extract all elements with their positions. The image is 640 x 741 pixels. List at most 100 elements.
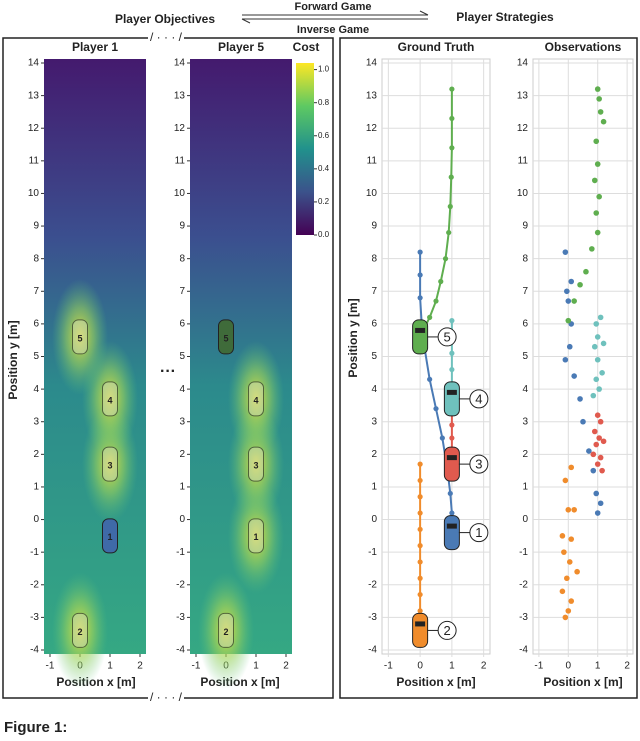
observation <box>559 533 566 539</box>
trajectory-point <box>417 272 423 278</box>
observation <box>596 193 602 200</box>
observation <box>599 467 605 474</box>
y-tick-label: 1 <box>371 482 377 493</box>
y-tick-label: 5 <box>371 351 377 362</box>
y-tick-label: 6 <box>179 319 185 330</box>
observation <box>566 559 573 565</box>
observation <box>562 249 569 255</box>
observation <box>597 454 604 461</box>
observation <box>594 510 601 516</box>
observation <box>577 396 583 402</box>
vehicle-body <box>443 515 460 551</box>
y-tick-label: 2 <box>179 449 185 460</box>
observation <box>594 334 601 340</box>
y-tick-label: 11 <box>175 155 186 166</box>
y-tick-label: 7 <box>522 286 528 297</box>
y-tick-label: 9 <box>33 221 39 232</box>
observation <box>565 506 572 513</box>
observation <box>568 598 575 604</box>
observation <box>593 490 600 497</box>
observation <box>565 298 572 304</box>
y-tick-label: -4 <box>519 645 528 656</box>
observation <box>565 317 572 324</box>
observation <box>574 568 580 575</box>
trajectory-point <box>417 559 423 565</box>
trajectory-point <box>417 575 423 581</box>
vehicle-body <box>248 381 264 417</box>
observation <box>568 278 575 285</box>
y-tick-label: 4 <box>522 384 528 395</box>
panel-title: Ground Truth <box>398 40 475 54</box>
callout <box>469 454 489 474</box>
observation <box>571 373 577 379</box>
trajectory-point <box>417 608 423 614</box>
trajectory-point <box>427 314 433 320</box>
x-tick-label: -1 <box>384 661 393 672</box>
vehicle: 5 <box>218 319 234 355</box>
vehicle-body <box>102 518 118 554</box>
observation <box>596 386 602 392</box>
vehicle: 4 <box>102 381 118 417</box>
colorbar-title: Cost <box>293 40 320 54</box>
y-tick-label: 6 <box>522 319 528 330</box>
y-tick-label: -3 <box>30 612 39 623</box>
windshield <box>415 327 426 333</box>
trajectory-point <box>446 229 452 236</box>
trajectory-point <box>438 278 444 285</box>
y-tick-label: 13 <box>28 90 40 101</box>
vehicle: 3 <box>248 446 264 482</box>
y-tick-label: 12 <box>28 123 40 134</box>
vehicle: 4 <box>443 381 489 417</box>
observation <box>564 288 570 295</box>
y-tick-label: -3 <box>368 612 377 623</box>
break-mark: / · · · / <box>150 30 183 44</box>
y-tick-label: 1 <box>179 482 185 493</box>
observation <box>590 467 597 474</box>
y-tick-label: 0 <box>179 514 185 525</box>
observation <box>577 281 583 288</box>
y-tick-label: 0 <box>522 514 528 525</box>
vehicle-body <box>248 446 264 482</box>
y-tick-label: -2 <box>368 579 377 590</box>
x-tick-label: 0 <box>566 661 572 672</box>
observation <box>594 161 601 167</box>
callout-label: 2 <box>444 623 451 638</box>
y-tick-label: 4 <box>371 384 377 395</box>
observation <box>593 441 600 448</box>
observation <box>562 356 569 363</box>
y-tick-label: -4 <box>368 645 377 656</box>
vehicle-label: 1 <box>253 532 258 542</box>
forward-label: Forward Game <box>294 1 371 13</box>
observation <box>594 461 601 467</box>
trajectory-point <box>417 591 423 598</box>
x-tick-label: 2 <box>481 661 487 672</box>
vehicle-body <box>72 319 88 355</box>
y-tick-label: -3 <box>519 612 528 623</box>
inverse-label: Inverse Game <box>297 24 369 36</box>
colorbar-tick-label: 0.6 <box>318 131 330 140</box>
arrows <box>241 10 429 24</box>
y-tick-label: 14 <box>366 58 378 69</box>
observation <box>564 575 570 582</box>
trajectory-point <box>433 406 439 412</box>
x-tick-label: 1 <box>595 661 601 672</box>
x-tick-label: -1 <box>534 661 543 672</box>
observation <box>594 356 601 363</box>
observation <box>580 418 586 425</box>
y-tick-label: 5 <box>522 351 528 362</box>
vehicle-body <box>102 446 118 482</box>
y-tick-label: 5 <box>33 351 39 362</box>
callout <box>437 620 457 640</box>
y-tick-label: 13 <box>174 90 186 101</box>
y-axis-label: Position y [m] <box>6 320 20 399</box>
vehicle-label: 2 <box>77 627 82 637</box>
windshield <box>446 389 457 395</box>
observation <box>594 86 601 92</box>
observation <box>571 506 577 513</box>
vehicle-label: 2 <box>223 627 228 637</box>
y-tick-label: 8 <box>179 253 185 264</box>
vehicle-label: 3 <box>253 460 258 470</box>
x-tick-label: 2 <box>624 661 630 672</box>
trajectory-point <box>417 543 423 549</box>
